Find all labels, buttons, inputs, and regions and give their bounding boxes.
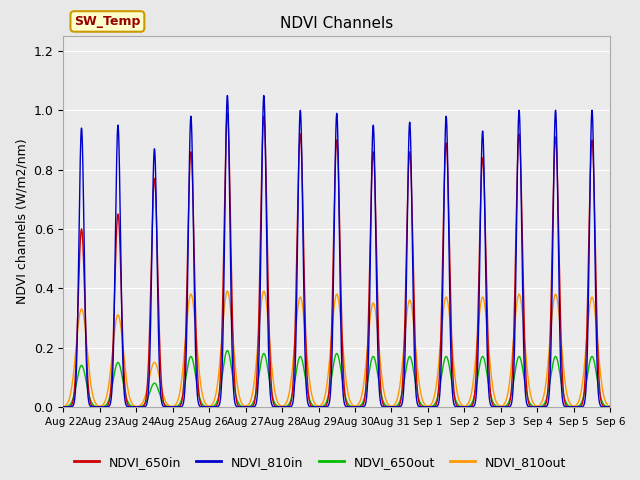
- Title: NDVI Channels: NDVI Channels: [280, 16, 394, 31]
- Y-axis label: NDVI channels (W/m2/nm): NDVI channels (W/m2/nm): [15, 139, 28, 304]
- Legend: NDVI_650in, NDVI_810in, NDVI_650out, NDVI_810out: NDVI_650in, NDVI_810in, NDVI_650out, NDV…: [68, 451, 572, 474]
- Text: SW_Temp: SW_Temp: [74, 15, 141, 28]
